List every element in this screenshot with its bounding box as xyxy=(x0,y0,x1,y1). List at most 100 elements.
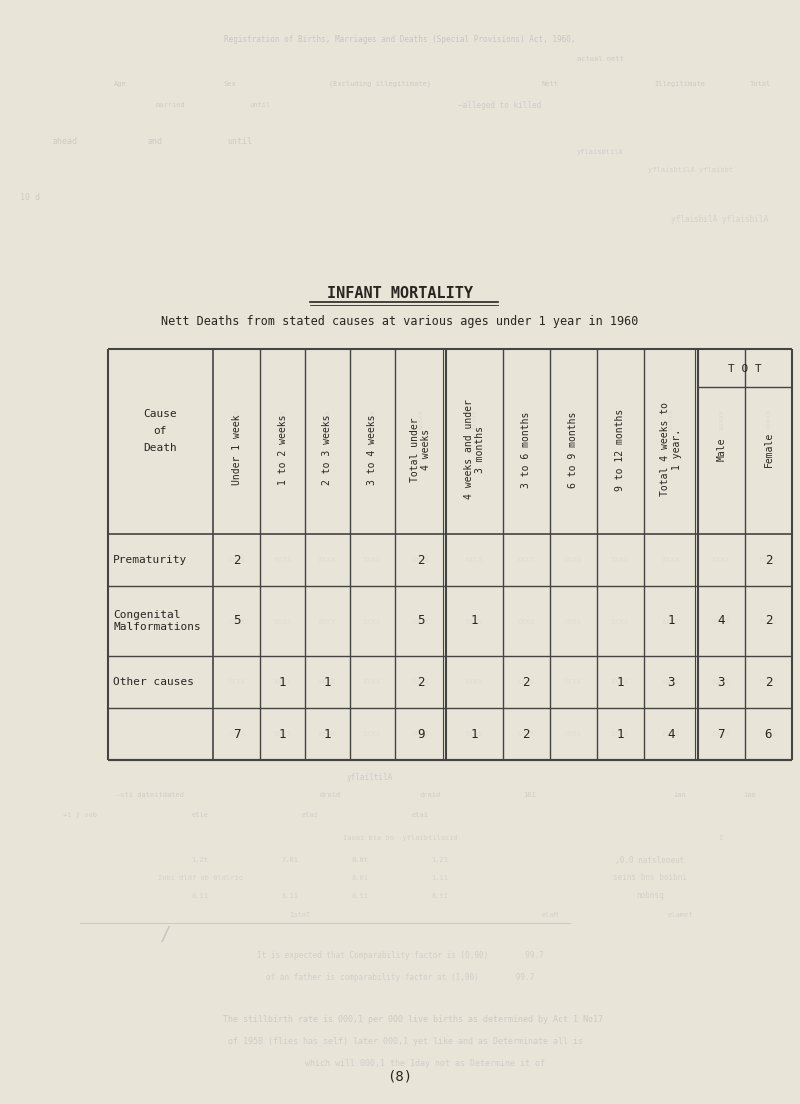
Text: xxxxx: xxxxx xyxy=(570,408,576,431)
Text: xxxx: xxxx xyxy=(564,555,582,564)
Text: 0.8t: 0.8t xyxy=(351,857,369,863)
Text: 1: 1 xyxy=(617,728,624,741)
Text: xxxx: xxxx xyxy=(611,555,630,564)
Text: 1: 1 xyxy=(324,676,331,689)
Text: /: / xyxy=(159,924,171,944)
Text: 9 to 12 months: 9 to 12 months xyxy=(615,408,626,490)
Text: xxxx: xxxx xyxy=(411,616,430,626)
Text: 3 to 6 months: 3 to 6 months xyxy=(521,412,531,488)
Text: xxxx: xxxx xyxy=(363,555,382,564)
Text: xxxx: xxxx xyxy=(274,616,292,626)
Text: 1.21: 1.21 xyxy=(431,857,449,863)
Text: 6 to 9 months: 6 to 9 months xyxy=(568,412,578,488)
Text: (8): (8) xyxy=(387,1069,413,1083)
Text: Other causes: Other causes xyxy=(113,677,194,687)
Text: xxxx: xxxx xyxy=(517,555,535,564)
Text: yflaisbtilA yflaisbt: yflaisbtilA yflaisbt xyxy=(647,167,733,173)
Text: elamef: elamef xyxy=(667,912,693,919)
Text: 10 d: 10 d xyxy=(20,192,40,202)
Text: INFANT MORTALITY: INFANT MORTALITY xyxy=(327,287,473,301)
Text: nobnsq: nobnsq xyxy=(636,892,664,901)
Text: xxxx: xxxx xyxy=(611,678,630,687)
Text: married: married xyxy=(155,102,185,108)
Text: Total 4 weeks to
1 year.: Total 4 weeks to 1 year. xyxy=(660,403,682,497)
Text: 4 weeks and under
3 months: 4 weeks and under 3 months xyxy=(464,400,486,499)
Text: draid: draid xyxy=(419,792,441,798)
Text: 5: 5 xyxy=(233,615,240,627)
Text: xxxx: xxxx xyxy=(712,555,730,564)
Text: xxxxx: xxxxx xyxy=(370,408,375,431)
Text: of 1958 (flies has self) later 000,1 yet like and as Determinate all is: of 1958 (flies has self) later 000,1 yet… xyxy=(218,1038,582,1047)
Text: Under 1 week: Under 1 week xyxy=(231,414,242,485)
Text: Iaoai bia bo -yflaibtilasid: Iaoai bia bo -yflaibtilasid xyxy=(342,835,458,841)
Text: 3: 3 xyxy=(667,676,674,689)
Text: xxxxx: xxxxx xyxy=(471,408,478,431)
Text: xxxx: xxxx xyxy=(611,616,630,626)
Text: draid: draid xyxy=(319,792,341,798)
Text: xxxx: xxxx xyxy=(564,678,582,687)
Text: Nett: Nett xyxy=(542,81,558,87)
Text: until: until xyxy=(250,102,270,108)
Text: xxxxx: xxxxx xyxy=(523,408,529,431)
Text: 1: 1 xyxy=(470,728,478,741)
Text: Death: Death xyxy=(144,443,178,453)
Text: xxxxx: xxxxx xyxy=(668,408,674,431)
Text: (Excluding illegitimate): (Excluding illegitimate) xyxy=(329,81,431,87)
Text: yflailtilA: yflailtilA xyxy=(347,774,393,783)
Text: etie: etie xyxy=(191,813,209,818)
Text: Congenital
Malformations: Congenital Malformations xyxy=(113,611,201,631)
Text: xxxx: xxxx xyxy=(465,555,484,564)
Text: etai: etai xyxy=(411,813,429,818)
Text: 1: 1 xyxy=(324,728,331,741)
Text: xxxx: xxxx xyxy=(274,555,292,564)
Text: Age: Age xyxy=(114,81,126,87)
Text: Iobi dldf ob 0ldlrio: Iobi dldf ob 0ldlrio xyxy=(158,875,242,881)
Text: 1: 1 xyxy=(667,615,674,627)
Text: xxxx: xxxx xyxy=(318,678,337,687)
Text: 8.tI: 8.tI xyxy=(431,893,449,899)
Text: 1: 1 xyxy=(617,676,624,689)
Text: 6: 6 xyxy=(765,728,772,741)
Text: 2: 2 xyxy=(417,553,424,566)
Text: xxxx: xxxx xyxy=(712,678,730,687)
Text: Nett Deaths from stated causes at various ages under 1 year in 1960: Nett Deaths from stated causes at variou… xyxy=(162,315,638,328)
Text: xxxx: xxxx xyxy=(759,616,778,626)
Text: xxxx: xxxx xyxy=(274,730,292,739)
Text: xxxx: xxxx xyxy=(759,555,778,564)
Text: until: until xyxy=(227,137,253,146)
Text: xxxx: xxxx xyxy=(662,555,680,564)
Text: xxxx: xxxx xyxy=(411,555,430,564)
Text: xxxx: xxxx xyxy=(712,730,730,739)
Text: xxxx: xxxx xyxy=(517,616,535,626)
Text: 0.ti: 0.ti xyxy=(351,893,369,899)
Text: xxxx: xxxx xyxy=(411,678,430,687)
Text: 0.11: 0.11 xyxy=(191,893,209,899)
Text: Prematurity: Prematurity xyxy=(113,555,187,565)
Text: Female: Female xyxy=(763,432,774,467)
Text: 2: 2 xyxy=(765,676,772,689)
Text: xxxx: xxxx xyxy=(712,616,730,626)
Text: xxxx: xxxx xyxy=(517,730,535,739)
Text: xxxx: xxxx xyxy=(227,616,246,626)
Text: of an father is comparability factor at (1,90)        99.7: of an father is comparability factor at … xyxy=(266,973,534,981)
Text: xxxx: xxxx xyxy=(318,616,337,626)
Text: 161: 161 xyxy=(524,792,536,798)
Text: xxxx: xxxx xyxy=(564,730,582,739)
Text: 5: 5 xyxy=(417,615,424,627)
Text: 2: 2 xyxy=(765,553,772,566)
Text: 7: 7 xyxy=(718,728,725,741)
Text: xxxx: xxxx xyxy=(363,730,382,739)
Text: Illegitimate: Illegitimate xyxy=(654,81,706,87)
Text: +i j vob: +i j vob xyxy=(63,813,97,818)
Text: xxxx: xxxx xyxy=(227,730,246,739)
Text: T O T: T O T xyxy=(728,364,762,374)
Text: Total: Total xyxy=(750,81,770,87)
Text: 3 to 4 weeks: 3 to 4 weeks xyxy=(367,414,378,485)
Text: xxxx: xxxx xyxy=(465,730,484,739)
Text: Registration of Births, Marriages and Deaths (Special Provisions) Act, 1960,: Registration of Births, Marriages and De… xyxy=(224,34,576,43)
Text: It is expected that Comparability factor is (0.90)        99.7: It is expected that Comparability factor… xyxy=(257,951,543,959)
Text: 2: 2 xyxy=(417,676,424,689)
Text: 2 to 3 weeks: 2 to 3 weeks xyxy=(322,414,333,485)
Text: 1: 1 xyxy=(470,615,478,627)
Text: xxxx: xxxx xyxy=(662,678,680,687)
